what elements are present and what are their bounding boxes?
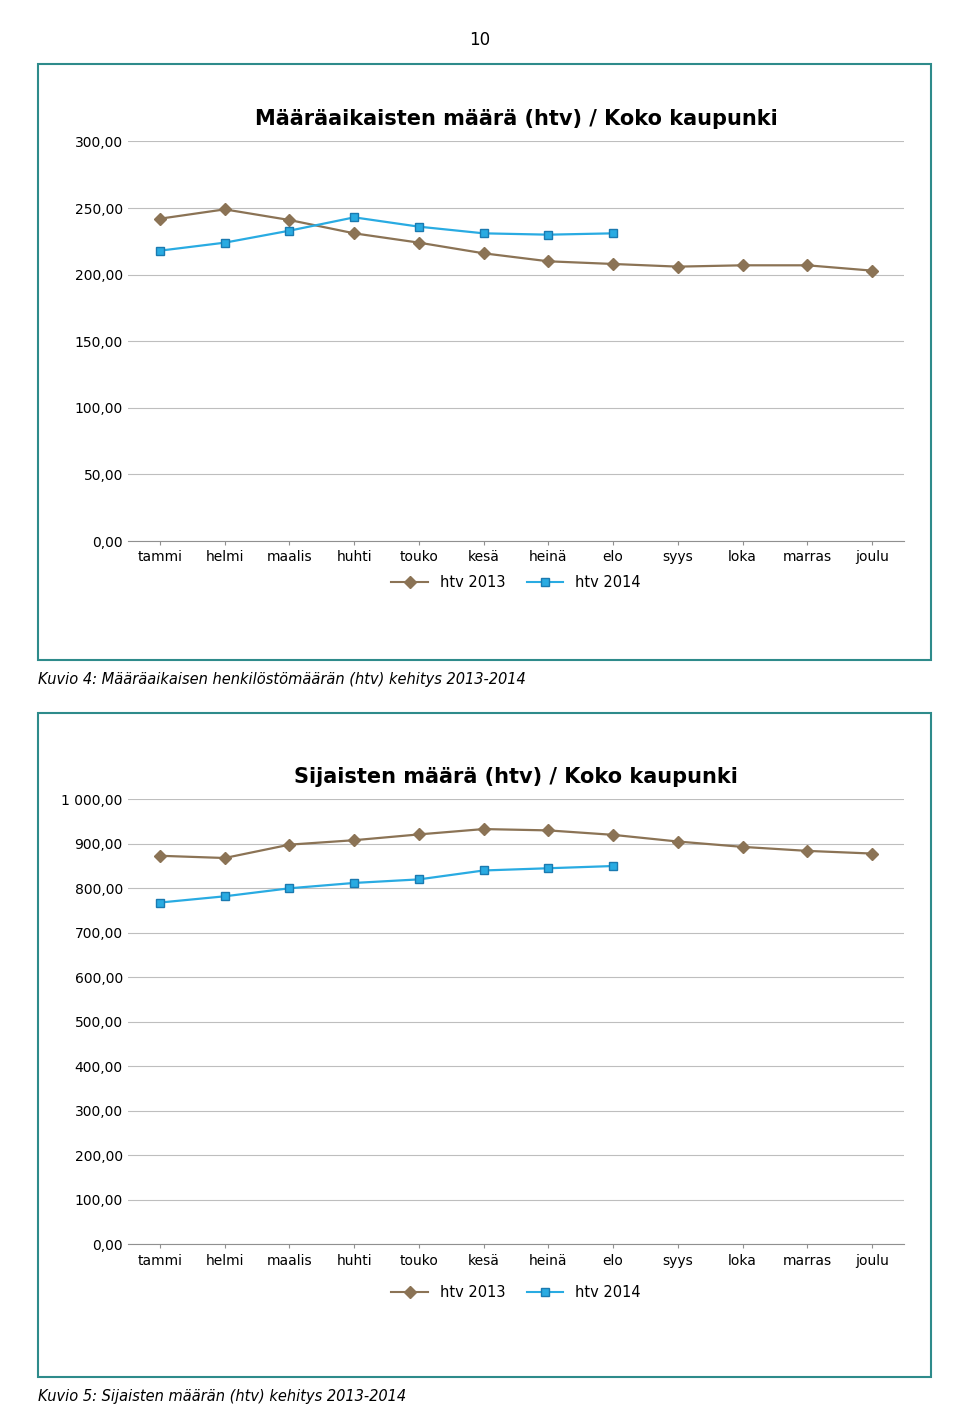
Title: Määräaikaisten määrä (htv) / Koko kaupunki: Määräaikaisten määrä (htv) / Koko kaupun… <box>254 109 778 129</box>
Legend: htv 2013, htv 2014: htv 2013, htv 2014 <box>386 1279 646 1306</box>
Text: Kuvio 5: Sijaisten määrän (htv) kehitys 2013-2014: Kuvio 5: Sijaisten määrän (htv) kehitys … <box>38 1389 406 1404</box>
Legend: htv 2013, htv 2014: htv 2013, htv 2014 <box>386 569 646 595</box>
Text: Kuvio 4: Määräaikaisen henkilöstömäärän (htv) kehitys 2013-2014: Kuvio 4: Määräaikaisen henkilöstömäärän … <box>38 672 526 687</box>
Text: 10: 10 <box>469 31 491 50</box>
Title: Sijaisten määrä (htv) / Koko kaupunki: Sijaisten määrä (htv) / Koko kaupunki <box>294 767 738 787</box>
